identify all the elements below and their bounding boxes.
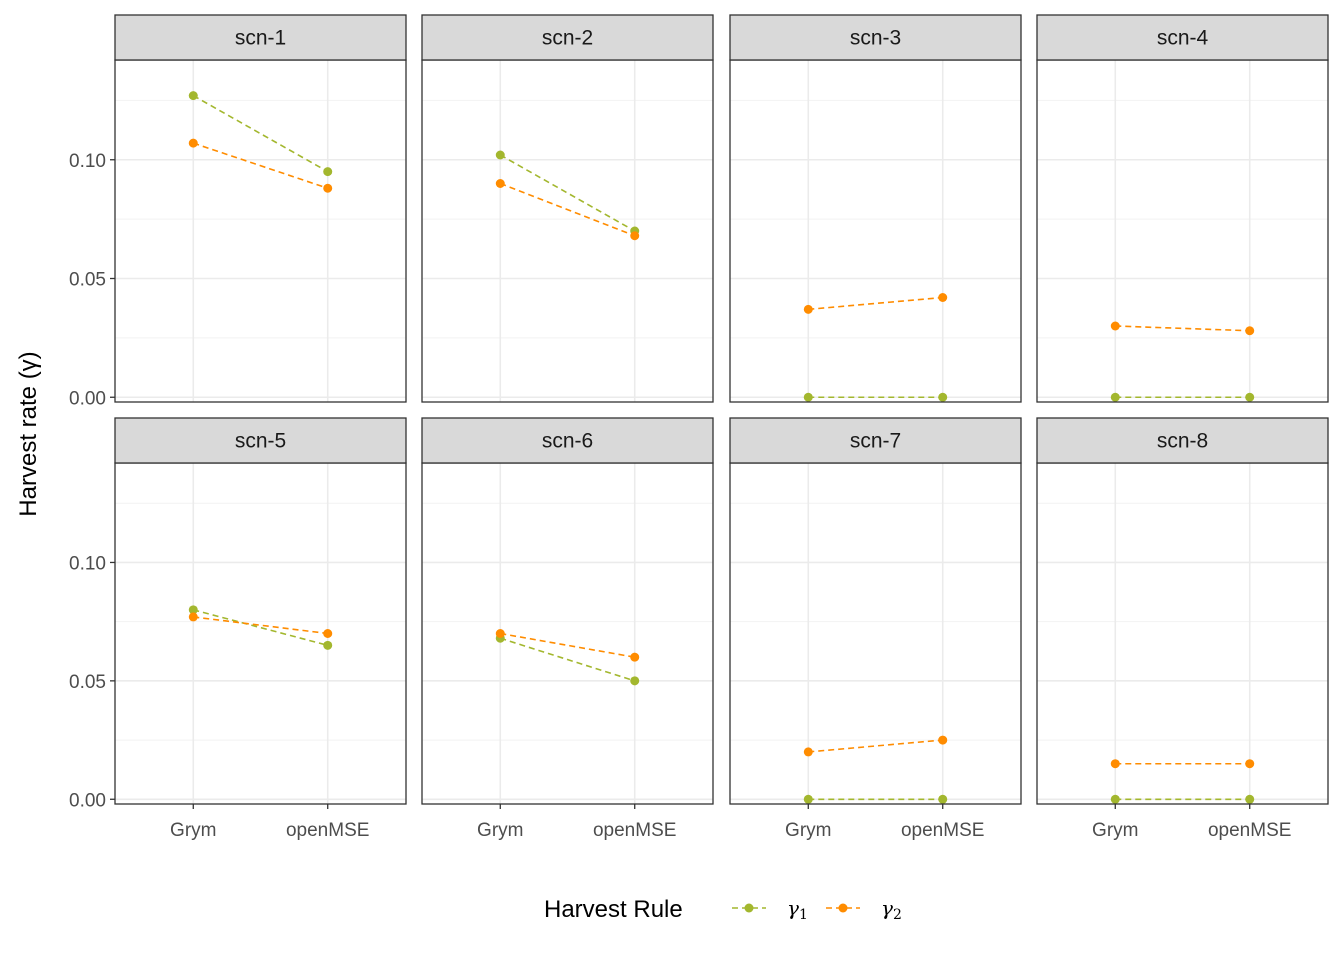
data-point-1 xyxy=(1110,794,1120,804)
y-tick-label: 0.05 xyxy=(69,672,106,693)
x-tick-label: Grym xyxy=(785,820,831,841)
strip-background xyxy=(1036,417,1329,464)
data-point-1 xyxy=(938,392,948,402)
series-line-2 xyxy=(808,739,943,753)
y-tick-label: 0.00 xyxy=(69,388,106,409)
strip-background xyxy=(421,417,714,464)
panel-scn-1: scn-1 0.00 0.05 0.10 xyxy=(69,14,407,409)
data-point-1 xyxy=(630,676,640,686)
data-point-1 xyxy=(1245,392,1255,402)
data-point-2 xyxy=(188,138,198,148)
x-tick-label: openMSE xyxy=(286,820,369,841)
strip-label: scn-5 xyxy=(235,430,286,453)
strip-label: scn-1 xyxy=(235,27,286,50)
data-point-1 xyxy=(188,91,198,101)
strip-background xyxy=(1036,14,1329,61)
panel-background xyxy=(115,60,406,402)
strip-label: scn-6 xyxy=(542,430,593,453)
panel-scn-4: scn-4 xyxy=(1036,14,1329,403)
data-point-1 xyxy=(188,605,198,615)
data-point-2 xyxy=(323,183,333,193)
strip-background xyxy=(114,417,407,464)
panel-background xyxy=(1037,60,1328,402)
panel-scn-2: scn-2 xyxy=(421,14,714,403)
data-point-1 xyxy=(1245,794,1255,804)
legend-item-1: γ1 xyxy=(732,896,808,923)
x-tick-label: openMSE xyxy=(593,820,676,841)
data-point-2 xyxy=(495,629,505,638)
legend-key-point xyxy=(744,903,754,913)
series-line-1 xyxy=(192,94,329,173)
strip-label: scn-2 xyxy=(542,27,593,50)
data-point-2 xyxy=(323,629,333,638)
x-tick-label: openMSE xyxy=(1208,820,1291,841)
data-point-1 xyxy=(1110,392,1120,402)
data-point-1 xyxy=(323,640,333,650)
panel-background xyxy=(730,60,1021,402)
x-tick-label: Grym xyxy=(477,820,523,841)
x-tick-label: Grym xyxy=(1092,820,1138,841)
data-point-1 xyxy=(803,392,813,402)
series-line-2 xyxy=(500,632,635,658)
legend-label: γ2 xyxy=(881,896,902,923)
legend: Harvest Rule γ1 γ2 xyxy=(544,896,902,923)
data-point-1 xyxy=(803,794,813,804)
strip-background xyxy=(729,14,1022,61)
strip-label: scn-7 xyxy=(850,430,901,453)
panel-background xyxy=(115,463,406,804)
strip-label: scn-4 xyxy=(1157,27,1209,50)
data-point-2 xyxy=(938,735,948,745)
data-point-2 xyxy=(630,231,640,241)
series-line-2 xyxy=(193,142,328,190)
series-line-2 xyxy=(193,616,328,635)
data-point-2 xyxy=(630,652,640,662)
data-point-2 xyxy=(1110,321,1120,331)
series-line-2 xyxy=(808,296,943,311)
x-tick-label: Grym xyxy=(170,820,216,841)
data-point-2 xyxy=(938,293,948,302)
series-line-1 xyxy=(193,609,328,647)
panel-scn-6: scn-6 Grym openMSE xyxy=(421,417,714,841)
data-point-1 xyxy=(495,150,505,160)
facet-panels: scn-1 0.00 0.05 0.10 scn-2 scn-3 scn-4 scn-5 0.0… xyxy=(69,14,1329,841)
data-point-2 xyxy=(188,612,198,622)
series-line-1 xyxy=(500,637,635,682)
legend-title: Harvest Rule xyxy=(544,896,683,923)
data-point-1 xyxy=(938,794,948,804)
data-point-2 xyxy=(495,179,505,188)
strip-background xyxy=(114,14,407,61)
x-tick-label: openMSE xyxy=(901,820,984,841)
panel-scn-5: scn-5 0.00 0.05 0.10 Grym openMSE xyxy=(69,417,407,841)
data-point-2 xyxy=(1245,326,1255,336)
panel-scn-7: scn-7 Grym openMSE xyxy=(729,417,1022,841)
series-line-1 xyxy=(499,154,636,232)
y-tick-label: 0.00 xyxy=(69,790,106,811)
y-axis-title: Harvest rate (γ) xyxy=(15,351,42,516)
strip-label: scn-8 xyxy=(1157,430,1208,453)
data-point-2 xyxy=(1245,759,1255,769)
panel-background xyxy=(422,60,713,402)
y-tick-label: 0.10 xyxy=(69,151,106,172)
data-point-2 xyxy=(1110,759,1120,769)
panel-background xyxy=(1037,463,1328,804)
strip-background xyxy=(421,14,714,61)
strip-background xyxy=(729,417,1022,464)
panel-scn-8: scn-8 Grym openMSE xyxy=(1036,417,1329,841)
y-tick-label: 0.10 xyxy=(69,553,106,574)
data-point-2 xyxy=(803,747,813,757)
panel-background xyxy=(422,463,713,804)
legend-item-2: γ2 xyxy=(826,896,902,923)
legend-label: γ1 xyxy=(787,896,808,923)
data-point-1 xyxy=(323,167,333,177)
data-point-2 xyxy=(803,304,813,314)
strip-label: scn-3 xyxy=(850,27,901,50)
panel-scn-3: scn-3 xyxy=(729,14,1022,403)
series-line-2 xyxy=(499,182,636,237)
legend-key-point xyxy=(838,903,848,913)
series-line-2 xyxy=(1115,325,1250,332)
panel-background xyxy=(730,463,1021,804)
y-tick-label: 0.05 xyxy=(69,270,106,291)
